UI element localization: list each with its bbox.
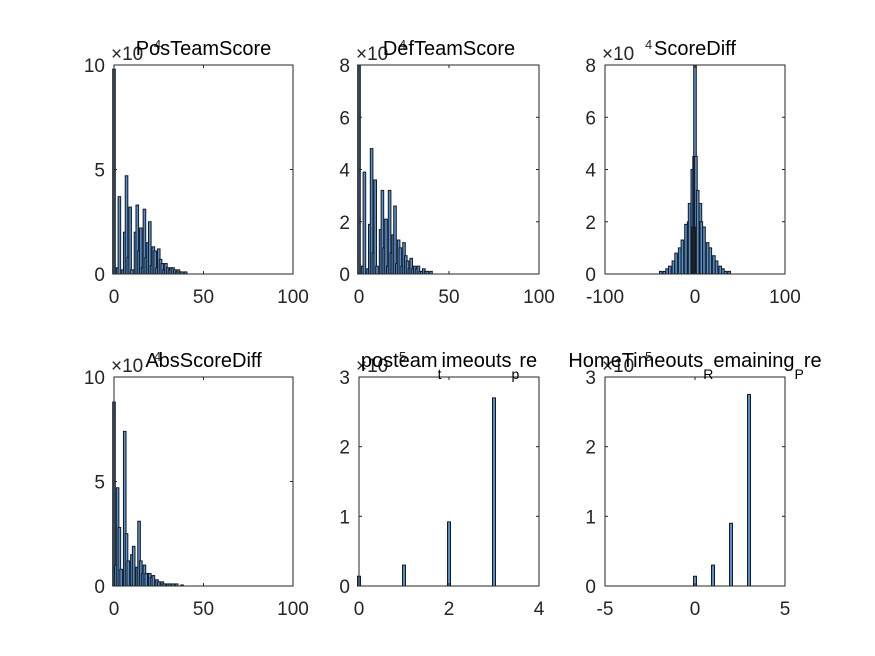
histogram-bar [139,227,143,275]
y-tick-label: 3 [585,368,596,389]
y-tick-label: 0 [585,577,596,598]
y-tick-label: 4 [339,161,350,182]
axis-exponent-label: ×10 [111,44,143,65]
x-tick-label: 5 [780,599,791,620]
histogram-bar [447,521,451,587]
axis-exponent-power: 4 [645,37,652,52]
histogram-bar [711,564,715,587]
y-tick-label: 6 [585,108,596,129]
histogram-bar [702,226,706,275]
y-tick-label: 2 [339,438,350,459]
histogram-bar [674,252,678,275]
y-tick-label: 10 [84,368,105,389]
histogram-bar [156,581,161,587]
subplot-title: DefTeamScore [383,38,515,60]
x-tick-label: 0 [354,599,365,620]
y-tick-label: 5 [94,161,105,182]
x-tick-label: 100 [769,287,801,308]
y-tick-label: 1 [585,507,596,528]
axis-exponent-label: ×10 [111,356,143,377]
histogram-bar [492,397,496,587]
y-tick-label: 0 [94,577,105,598]
axes-box [604,376,786,587]
x-tick-label: 2 [444,599,455,620]
y-tick-label: 4 [585,161,596,182]
y-tick-label: 8 [339,56,350,77]
x-tick-label: 4 [534,599,545,620]
y-tick-label: 8 [585,56,596,77]
histogram-bar [126,560,131,587]
y-tick-label: 0 [94,265,105,286]
x-tick-label: 50 [193,287,214,308]
axis-exponent-power: 4 [154,349,161,364]
histogram-bar [128,206,132,275]
histogram-bar [373,179,377,275]
y-tick-label: 5 [94,473,105,494]
x-tick-label: 50 [438,287,459,308]
x-tick-label: 0 [690,287,701,308]
x-tick-label: 100 [277,287,309,308]
x-tick-label: 100 [277,599,309,620]
subplot-title: AbsScoreDiff [145,350,262,372]
histogram-bar [708,247,713,275]
y-tick-label: 0 [339,265,350,286]
x-tick-label: 0 [109,599,120,620]
subplot-title: posteamtimeoutspre [361,350,537,382]
histogram-bar [375,265,379,275]
y-tick-label: 0 [339,577,350,598]
histogram-bar [729,522,733,587]
axis-exponent-power: 5 [399,349,406,364]
x-tick-label: 0 [109,287,120,308]
histogram-bar [144,572,149,587]
x-tick-label: -5 [597,599,614,620]
y-tick-label: 2 [585,438,596,459]
histogram-bar [362,171,367,275]
histogram-bar [747,393,751,587]
y-tick-label: 6 [339,108,350,129]
y-tick-label: 3 [339,368,350,389]
y-tick-label: 1 [339,507,350,528]
histogram-bar [117,196,122,275]
histogram-bar [714,260,719,275]
histogram-bar [402,564,406,587]
y-tick-label: 0 [585,265,596,286]
x-tick-label: -100 [586,287,624,308]
y-tick-label: 2 [339,213,350,234]
histogram-bar [151,575,156,587]
x-tick-label: 0 [690,599,701,620]
axis-exponent-power: 5 [645,349,652,364]
histogram-bar [668,265,672,275]
axis-exponent-label: ×10 [356,356,388,377]
y-tick-label: 2 [585,213,596,234]
x-tick-label: 100 [523,287,555,308]
histogram-bar [119,568,123,587]
x-tick-label: 0 [354,287,365,308]
subplot-title: PosTeamScore [136,38,272,60]
axis-exponent-label: ×10 [356,44,388,65]
x-tick-label: 50 [193,599,214,620]
axis-exponent-label: ×10 [602,44,634,65]
axis-exponent-power: 4 [399,37,406,52]
subplot-title: ScoreDiff [654,38,736,60]
subplot-title: HomeTimeoutsRemainingPre [568,350,821,382]
axis-exponent-power: 4 [154,37,161,52]
axis-exponent-label: ×10 [602,356,634,377]
histogram-bar [131,545,136,587]
histogram-bar [130,269,134,275]
y-tick-label: 10 [84,56,105,77]
histogram-bar [680,239,685,275]
